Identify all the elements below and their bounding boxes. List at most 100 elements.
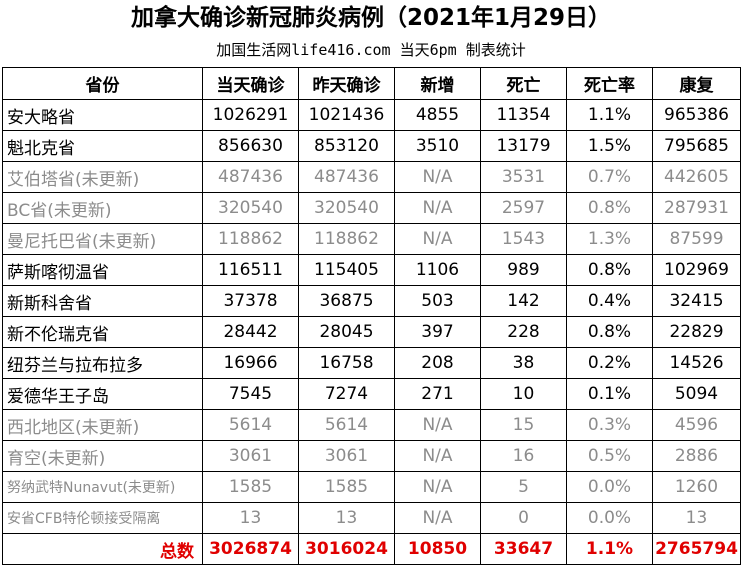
total-row: 总数 3026874 3016024 10850 33647 1.1% 2765… [2,533,741,565]
cell-death-rate: 1.5% [566,130,653,162]
table-row: 爱德华王子岛 7545 7274 271 10 0.1% 5094 [2,378,741,410]
cell-province: 爱德华王子岛 [2,378,203,410]
cell-new: 1106 [394,254,481,286]
cell-new: 4855 [394,99,481,131]
cell-new: 503 [394,285,481,317]
cell-today: 1585 [202,471,299,503]
cell-today: 856630 [202,130,299,162]
cell-death-rate: 1.3% [566,223,653,255]
table-row: 魁北克省 856630 853120 3510 13179 1.5% 795685 [2,130,741,162]
cell-deaths: 10 [480,378,567,410]
cell-deaths: 5 [480,471,567,503]
cell-today: 118862 [202,223,299,255]
cell-today: 5614 [202,409,299,441]
header-death-rate: 死亡率 [566,67,653,100]
table-row: 纽芬兰与拉布拉多 16966 16758 208 38 0.2% 14526 [2,347,741,379]
total-death-rate: 1.1% [566,533,653,565]
total-deaths: 33647 [480,533,567,565]
cell-death-rate: 1.1% [566,99,653,131]
cell-today: 16966 [202,347,299,379]
cell-yesterday: 16758 [298,347,395,379]
cell-death-rate: 0.0% [566,502,653,534]
cell-yesterday: 853120 [298,130,395,162]
cell-yesterday: 1585 [298,471,395,503]
cell-new: N/A [394,502,481,534]
cell-yesterday: 13 [298,502,395,534]
cell-death-rate: 0.4% [566,285,653,317]
cell-death-rate: 0.3% [566,409,653,441]
total-recovered: 2765794 [652,533,741,565]
table-row: 育空(未更新) 3061 3061 N/A 16 0.5% 2886 [2,440,741,472]
cell-today: 13 [202,502,299,534]
cell-province: 艾伯塔省(未更新) [2,161,203,193]
cell-recovered: 22829 [652,316,741,348]
table-row: 安大略省 1026291 1021436 4855 11354 1.1% 965386 [2,99,741,131]
cell-yesterday: 28045 [298,316,395,348]
cell-deaths: 13179 [480,130,567,162]
cell-province: 萨斯喀彻温省 [2,254,203,286]
cell-today: 1026291 [202,99,299,131]
table-row: 艾伯塔省(未更新) 487436 487436 N/A 3531 0.7% 442605 [2,161,741,193]
cell-yesterday: 7274 [298,378,395,410]
cell-province: BC省(未更新) [2,192,203,224]
cell-province: 安大略省 [2,99,203,131]
table-row: 萨斯喀彻温省 116511 115405 1106 989 0.8% 102969 [2,254,741,286]
cell-today: 37378 [202,285,299,317]
cell-recovered: 287931 [652,192,741,224]
header-yesterday: 昨天确诊 [298,67,395,100]
cell-yesterday: 115405 [298,254,395,286]
cell-new: 3510 [394,130,481,162]
cell-today: 116511 [202,254,299,286]
table-row: 安省CFB特伦顿接受隔离 13 13 N/A 0 0.0% 13 [2,502,741,534]
cell-death-rate: 0.2% [566,347,653,379]
cell-deaths: 38 [480,347,567,379]
cell-today: 320540 [202,192,299,224]
cell-province: 努纳武特Nunavut(未更新) [2,471,203,503]
cell-new: N/A [394,161,481,193]
cell-recovered: 965386 [652,99,741,131]
header-new: 新增 [394,67,481,100]
cell-new: 208 [394,347,481,379]
cell-today: 28442 [202,316,299,348]
page-subtitle: 加国生活网life416.com 当天6pm 制表统计 [216,41,526,59]
cell-province: 西北地区(未更新) [2,409,203,441]
table-header-row: 省份 当天确诊 昨天确诊 新增 死亡 死亡率 康复 [2,67,741,100]
cell-province: 曼尼托巴省(未更新) [2,223,203,255]
cell-deaths: 989 [480,254,567,286]
cell-recovered: 1260 [652,471,741,503]
cell-yesterday: 1021436 [298,99,395,131]
header-deaths: 死亡 [480,67,567,100]
cell-deaths: 11354 [480,99,567,131]
cell-province: 安省CFB特伦顿接受隔离 [2,502,203,534]
table-row: BC省(未更新) 320540 320540 N/A 2597 0.8% 287931 [2,192,741,224]
total-new: 10850 [394,533,481,565]
cell-deaths: 142 [480,285,567,317]
cell-today: 3061 [202,440,299,472]
table-row: 曼尼托巴省(未更新) 118862 118862 N/A 1543 1.3% 87599 [2,223,741,255]
cell-recovered: 14526 [652,347,741,379]
cell-recovered: 13 [652,502,741,534]
cell-deaths: 228 [480,316,567,348]
page-title: 加拿大确诊新冠肺炎病例（2021年1月29日） [130,5,612,31]
cell-province: 魁北克省 [2,130,203,162]
total-yesterday: 3016024 [298,533,395,565]
cell-new: N/A [394,223,481,255]
cell-today: 487436 [202,161,299,193]
cell-new: 397 [394,316,481,348]
cell-yesterday: 3061 [298,440,395,472]
cell-recovered: 795685 [652,130,741,162]
cell-recovered: 4596 [652,409,741,441]
table-row: 努纳武特Nunavut(未更新) 1585 1585 N/A 5 0.0% 1260 [2,471,741,503]
cell-recovered: 2886 [652,440,741,472]
cell-new: N/A [394,440,481,472]
cell-deaths: 16 [480,440,567,472]
cell-yesterday: 118862 [298,223,395,255]
cell-today: 7545 [202,378,299,410]
cell-yesterday: 36875 [298,285,395,317]
header-province: 省份 [2,67,203,100]
cell-province: 纽芬兰与拉布拉多 [2,347,203,379]
cell-deaths: 1543 [480,223,567,255]
cell-province: 育空(未更新) [2,440,203,472]
cell-province: 新不伦瑞克省 [2,316,203,348]
cell-new: N/A [394,471,481,503]
